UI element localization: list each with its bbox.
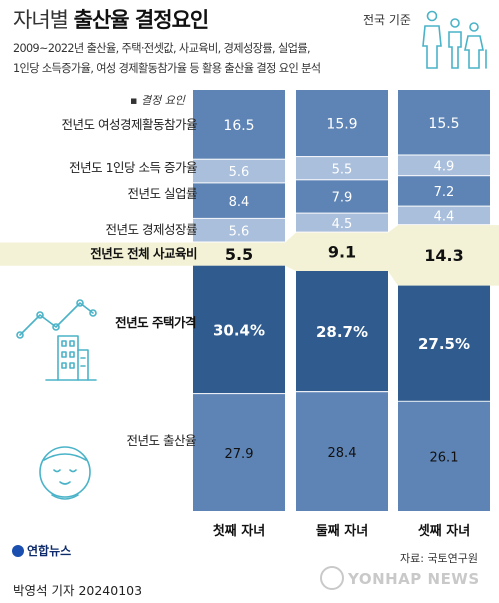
factor-label-birth-rate: 전년도 출산율 (126, 433, 197, 448)
value-label: 8.4 (229, 195, 250, 210)
bar-segment (193, 265, 285, 394)
bar-segment (296, 232, 388, 270)
value-label: 7.2 (434, 185, 455, 200)
page-title: 자녀별 출산율 결정요인 (13, 8, 209, 32)
category-label-third: 셋째 자녀 (417, 524, 471, 539)
value-label: 5.6 (229, 224, 250, 239)
bar-segment (398, 401, 490, 511)
stacked-bars (193, 90, 490, 511)
bar-segment (193, 183, 285, 218)
value-label: 30.4% (213, 321, 265, 339)
value-label: 5.5 (332, 162, 353, 177)
value-label: 26.1 (430, 451, 459, 466)
bar-segment (398, 155, 490, 176)
house-chart-icon (16, 299, 97, 381)
bar-segment (296, 392, 388, 511)
bar-segment (193, 159, 285, 183)
factor-label-growth-rate: 전년도 경제성장률 (105, 222, 198, 237)
factor-label-income-growth: 전년도 1인당 소득 증가율 (69, 160, 197, 175)
value-label: 15.9 (326, 117, 357, 133)
value-label: 9.1 (328, 243, 356, 262)
family-icon (422, 10, 487, 69)
bar-segment (296, 157, 388, 180)
bar-segment (193, 218, 285, 242)
bar-segment (296, 213, 388, 232)
value-label: 27.5% (418, 335, 470, 353)
baby-icon (39, 446, 91, 500)
bar-segment (193, 242, 285, 265)
value-label: 5.5 (225, 245, 253, 264)
bar-segment (296, 180, 388, 213)
value-label: 28.4 (328, 446, 357, 461)
legend: ▪ 결정 요인 (130, 94, 185, 107)
watermark: YONHAP NEWS (320, 566, 480, 590)
factor-label-private-education: 전년도 전체 사교육비 (90, 246, 197, 261)
value-label: 14.3 (424, 246, 463, 265)
bar-segment (296, 90, 388, 157)
value-label: 15.5 (428, 116, 459, 132)
category-label-second: 둘째 자녀 (315, 524, 369, 539)
basis-note: 전국 기준 (363, 13, 411, 27)
factor-label-housing: 전년도 주택가격 (115, 315, 196, 330)
factor-label-female-participation: 전년도 여성경제활동참가율 (61, 117, 198, 132)
value-label: 4.4 (434, 210, 455, 225)
watermark-mark-icon (320, 566, 344, 590)
value-labels: 16.5 5.6 8.4 5.6 5.5 30.4% 27.9 15.9 5.5 7.9 4.5 9.… (213, 116, 470, 466)
value-label: 28.7% (316, 323, 368, 341)
value-label: 4.9 (434, 160, 455, 175)
bar-segment (296, 271, 388, 392)
bar-segment (398, 225, 490, 285)
source-note: 자료: 국토연구원 (400, 552, 479, 565)
subtitle-line-1: 2009~2022년 출산율, 주택·전셋값, 사교육비, 경제성장률, 실업률… (13, 42, 311, 55)
bar-segment (398, 206, 490, 225)
yonhap-logo: 연합뉴스 (12, 542, 71, 559)
category-label-first: 첫째 자녀 (212, 524, 266, 539)
reporter-credit: 박영석 기자 20240103 (13, 583, 143, 598)
value-label: 16.5 (223, 118, 254, 134)
value-label: 7.9 (332, 191, 353, 206)
bar-segment (398, 176, 490, 206)
bar-segment (193, 394, 285, 511)
subtitle-line-2: 1인당 소득증가율, 여성 경제활동참가율 등 활용 출산율 결정 요인 분석 (13, 62, 321, 75)
value-label: 4.5 (332, 217, 353, 232)
value-label: 27.9 (225, 447, 254, 462)
bar-segment (398, 90, 490, 155)
factor-label-unemployment: 전년도 실업률 (127, 186, 198, 201)
value-label: 5.6 (229, 165, 250, 180)
bar-segment (398, 285, 490, 401)
bar-segment (193, 90, 285, 159)
logo-mark-icon (12, 545, 24, 557)
